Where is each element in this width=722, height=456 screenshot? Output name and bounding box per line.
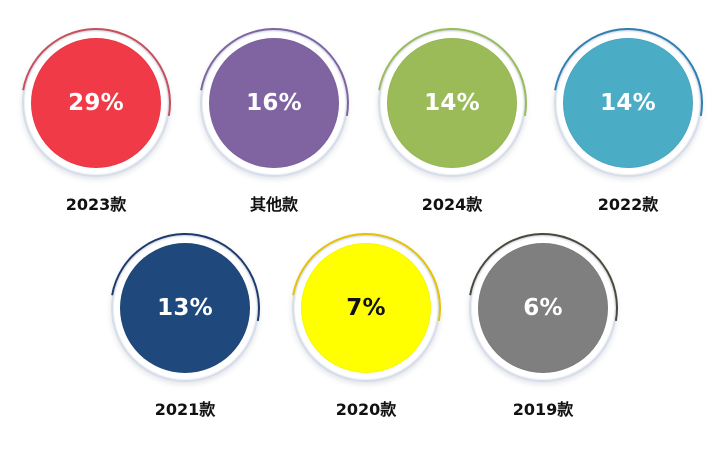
category-label: 2024款 [421,195,483,214]
circle-item: 13% 2021款 [100,234,270,434]
circle-item: 7% 2020款 [281,234,451,434]
circle-ring: 6% [469,234,617,382]
category-label: 其他款 [249,195,298,214]
category-label: 2020款 [335,400,397,419]
value-label: 7% [346,294,386,321]
value-disc: 7% [301,243,431,373]
circle-item: 16% 其他款 [189,29,359,229]
value-disc: 29% [31,38,161,168]
circle-item: 14% 2024款 [367,29,537,229]
value-label: 14% [600,89,656,116]
circle-item: 29% 2023款 [11,29,181,229]
value-label: 16% [246,89,302,116]
circle-ring: 7% [292,234,440,382]
category-label: 2019款 [512,400,574,419]
value-label: 6% [523,294,563,321]
value-disc: 16% [209,38,339,168]
value-label: 13% [157,294,213,321]
circle-ring: 13% [111,234,259,382]
category-label: 2023款 [65,195,127,214]
value-label: 29% [68,89,124,116]
value-label: 14% [424,89,480,116]
category-label: 2021款 [154,400,216,419]
value-disc: 6% [478,243,608,373]
circle-ring: 14% [554,29,702,177]
value-disc: 13% [120,243,250,373]
category-label: 2022款 [597,195,659,214]
circle-item: 6% 2019款 [458,234,628,434]
circle-ring: 14% [378,29,526,177]
circle-item: 14% 2022款 [543,29,713,229]
circle-ring: 16% [200,29,348,177]
value-disc: 14% [563,38,693,168]
value-disc: 14% [387,38,517,168]
circle-ring: 29% [22,29,170,177]
